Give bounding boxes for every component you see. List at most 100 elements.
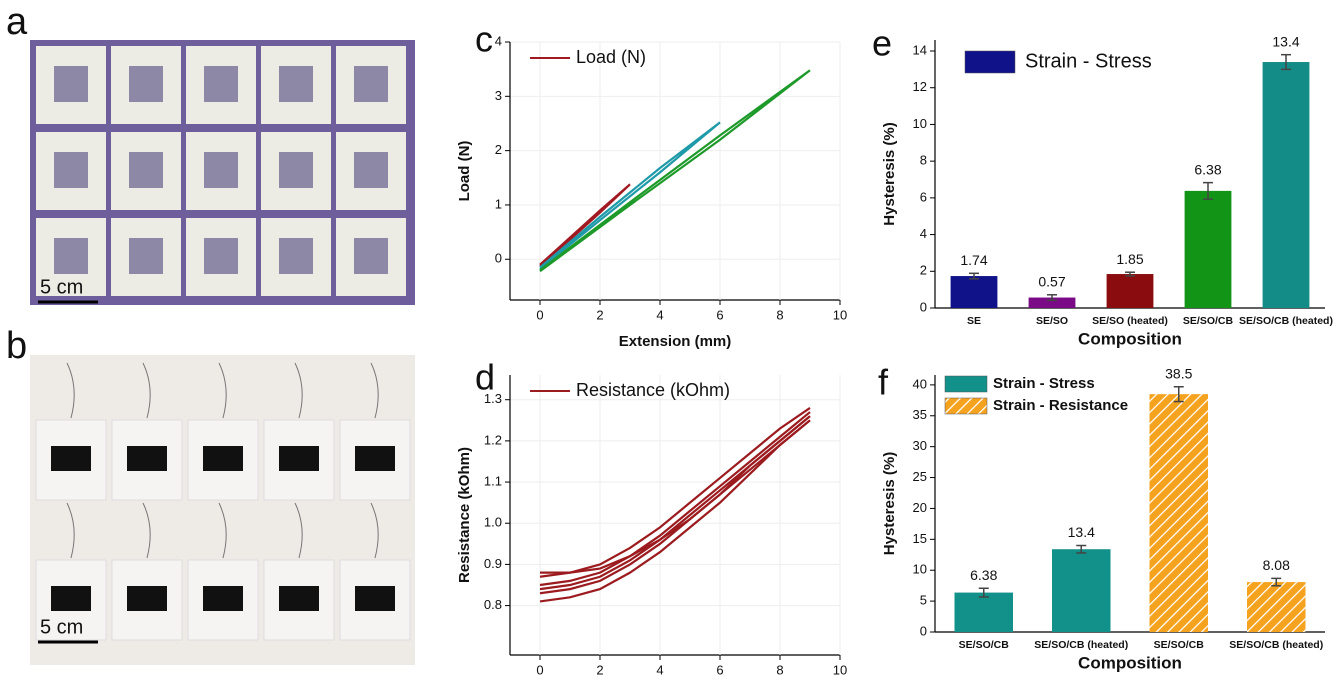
bar bbox=[954, 592, 1013, 632]
series-line bbox=[539, 415, 811, 591]
y-tick-label: 1.3 bbox=[484, 391, 502, 406]
y-axis-title: Hysteresis (%) bbox=[881, 452, 898, 555]
panel-label: e bbox=[872, 23, 892, 64]
y-tick-label: 1.0 bbox=[484, 515, 502, 530]
y-tick-label: 1.2 bbox=[484, 432, 502, 447]
legend-swatch bbox=[964, 50, 1016, 74]
y-tick-label: 0 bbox=[495, 251, 502, 266]
panel-label: f bbox=[878, 362, 889, 403]
sample-film bbox=[203, 446, 243, 471]
wire bbox=[218, 502, 227, 559]
y-tick-label: 3 bbox=[495, 88, 502, 103]
bar bbox=[1149, 394, 1208, 632]
sample-film bbox=[279, 66, 313, 102]
scale-bar-label: 5 cm bbox=[40, 616, 83, 638]
value-label: 1.85 bbox=[1116, 251, 1143, 267]
series-line bbox=[539, 411, 811, 587]
x-tick-label: 4 bbox=[656, 307, 663, 322]
sample-film bbox=[279, 152, 313, 188]
sample-film bbox=[204, 238, 238, 274]
sample-film bbox=[279, 238, 313, 274]
sample-film bbox=[354, 238, 388, 274]
legend-label: Resistance (kOhm) bbox=[576, 380, 730, 400]
x-axis-title: Extension (mm) bbox=[619, 333, 732, 350]
y-tick-label: 40 bbox=[913, 376, 927, 391]
x-tick-label: SE/SO (heated) bbox=[1092, 315, 1168, 327]
y-tick-label: 20 bbox=[913, 500, 927, 515]
wire bbox=[66, 362, 75, 419]
y-tick-label: 15 bbox=[913, 531, 927, 546]
bar bbox=[1184, 190, 1232, 308]
sample-film bbox=[129, 238, 163, 274]
scale-bar-label: 5 cm bbox=[40, 276, 83, 298]
wire bbox=[142, 362, 151, 419]
wire bbox=[294, 362, 303, 419]
sample-frame bbox=[111, 419, 183, 501]
bar bbox=[1106, 274, 1154, 308]
y-tick-label: 0.9 bbox=[484, 556, 502, 571]
sample-film bbox=[354, 152, 388, 188]
x-tick-label: 6 bbox=[716, 307, 723, 322]
sample-film bbox=[127, 586, 167, 611]
wire bbox=[142, 502, 151, 559]
legend-swatch bbox=[944, 397, 988, 415]
y-tick-label: 2 bbox=[495, 142, 502, 157]
x-tick-label: 4 bbox=[656, 662, 663, 677]
sample-film bbox=[355, 446, 395, 471]
y-tick-label: 4 bbox=[495, 33, 502, 48]
sample-film bbox=[355, 586, 395, 611]
y-tick-label: 30 bbox=[913, 438, 927, 453]
series-line bbox=[539, 69, 811, 273]
wire bbox=[218, 362, 227, 419]
y-axis-title: Resistance (kOhm) bbox=[456, 447, 473, 583]
x-axis-title: Composition bbox=[1078, 329, 1182, 348]
y-tick-label: 12 bbox=[913, 79, 927, 94]
y-axis-title: Load (N) bbox=[456, 141, 473, 202]
x-tick-label: SE bbox=[967, 315, 981, 327]
y-tick-label: 2 bbox=[920, 263, 927, 278]
y-tick-label: 4 bbox=[920, 226, 927, 241]
x-tick-label: SE/SO/CB (heated) bbox=[1239, 315, 1333, 327]
x-tick-label: SE/SO/CB bbox=[1183, 315, 1234, 327]
bar bbox=[1052, 549, 1111, 632]
sample-film bbox=[203, 586, 243, 611]
y-tick-label: 0 bbox=[920, 623, 927, 638]
x-tick-label: 6 bbox=[716, 662, 723, 677]
sample-film bbox=[54, 238, 88, 274]
legend-label: Strain - Resistance bbox=[993, 397, 1128, 414]
sample-film bbox=[127, 446, 167, 471]
x-tick-label: SE/SO bbox=[1036, 315, 1068, 327]
y-tick-label: 1.1 bbox=[484, 473, 502, 488]
x-tick-label: SE/SO/CB bbox=[959, 639, 1010, 651]
x-tick-label: 2 bbox=[596, 662, 603, 677]
series-line bbox=[539, 415, 811, 595]
x-tick-label: 8 bbox=[776, 307, 783, 322]
sample-film bbox=[129, 152, 163, 188]
x-tick-label: 0 bbox=[536, 307, 543, 322]
x-tick-label: 10 bbox=[833, 307, 847, 322]
wire bbox=[294, 502, 303, 559]
wire bbox=[370, 502, 379, 559]
legend-swatch bbox=[944, 375, 988, 393]
value-label: 6.38 bbox=[970, 567, 997, 583]
x-tick-label: SE/SO/CB bbox=[1154, 639, 1205, 651]
bar bbox=[1262, 62, 1310, 308]
x-axis-title: Composition bbox=[1078, 653, 1182, 672]
panel-label: d bbox=[475, 357, 495, 398]
bar bbox=[950, 276, 998, 308]
x-tick-label: 0 bbox=[536, 662, 543, 677]
sample-film bbox=[54, 152, 88, 188]
sample-film bbox=[279, 446, 319, 471]
series-line bbox=[539, 183, 631, 267]
sample-film bbox=[51, 586, 91, 611]
wire bbox=[66, 502, 75, 559]
sample-film bbox=[354, 66, 388, 102]
value-label: 0.57 bbox=[1038, 273, 1065, 289]
sample-film bbox=[279, 586, 319, 611]
bar bbox=[1247, 582, 1306, 632]
panel-label: b bbox=[6, 325, 27, 367]
value-label: 13.4 bbox=[1068, 524, 1095, 540]
legend-label: Load (N) bbox=[576, 47, 646, 67]
value-label: 6.38 bbox=[1194, 161, 1221, 177]
